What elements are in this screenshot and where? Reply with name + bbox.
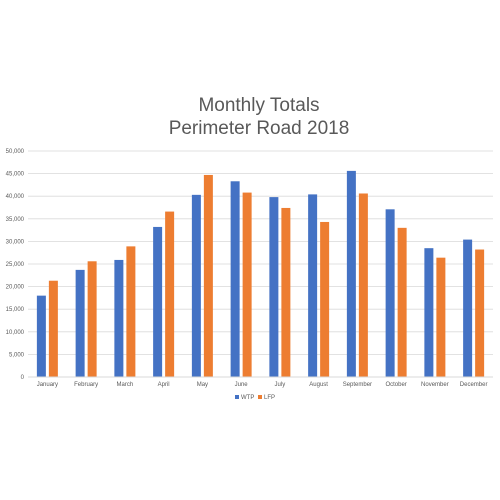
x-tick-label: January — [37, 382, 58, 388]
x-tick-label: March — [117, 382, 134, 388]
y-tick-label: 30,000 — [6, 239, 25, 245]
legend-label: WTP — [241, 395, 254, 401]
x-axis-ticks: January February March April May June July Augu… — [37, 382, 488, 388]
y-tick-label: 40,000 — [6, 194, 25, 200]
bar-wtp — [114, 259, 124, 377]
bar-lfp — [48, 280, 58, 377]
y-tick-label: 0 — [21, 375, 25, 381]
bar-wtp — [36, 295, 46, 377]
legend-swatch — [235, 395, 239, 399]
x-tick-label: May — [197, 382, 208, 388]
y-tick-label: 15,000 — [6, 307, 25, 313]
gridlines — [28, 150, 493, 355]
bar-lfp — [165, 211, 175, 377]
y-tick-label: 50,000 — [6, 149, 25, 155]
bar-lfp — [242, 192, 252, 377]
x-tick-label: August — [309, 382, 328, 388]
bar-lfp — [126, 246, 136, 377]
x-tick-label: September — [343, 382, 372, 388]
legend: WTP LFP — [235, 395, 275, 401]
x-tick-label: April — [158, 382, 170, 388]
x-tick-label: December — [460, 382, 488, 388]
y-tick-label: 5,000 — [9, 352, 25, 358]
y-axis-ticks: 0 5,000 10,000 15,000 20,000 25,000 30,000 35,0… — [6, 149, 25, 381]
bar-wtp — [346, 170, 356, 377]
y-tick-label: 25,000 — [6, 262, 25, 268]
bar-wtp — [308, 194, 318, 377]
bars — [36, 170, 485, 377]
bar-wtp — [230, 181, 240, 377]
bar-wtp — [424, 248, 434, 377]
bar-wtp — [191, 194, 201, 377]
bar-lfp — [281, 207, 291, 377]
x-tick-label: October — [385, 382, 406, 388]
legend-swatch — [258, 395, 262, 399]
y-tick-label: 45,000 — [6, 172, 25, 178]
x-tick-label: June — [235, 382, 249, 388]
bar-lfp — [358, 193, 368, 377]
bar-lfp — [475, 249, 485, 377]
bar-wtp — [269, 197, 279, 377]
bar-lfp — [397, 227, 407, 377]
bar-wtp — [385, 209, 395, 377]
y-tick-label: 20,000 — [6, 285, 25, 291]
x-tick-label: July — [275, 382, 286, 388]
bar-wtp — [463, 239, 473, 377]
bar-lfp — [87, 261, 97, 377]
bar-lfp — [436, 257, 446, 377]
chart-title: Monthly Totals — [198, 95, 319, 116]
x-tick-label: November — [421, 382, 449, 388]
bar-lfp — [320, 221, 330, 377]
legend-label: LFP — [264, 395, 275, 401]
x-tick-label: February — [74, 382, 98, 388]
chart-subtitle: Perimeter Road 2018 — [169, 118, 350, 139]
bar-wtp — [153, 226, 163, 377]
y-tick-label: 35,000 — [6, 217, 25, 223]
y-tick-label: 10,000 — [6, 330, 25, 336]
bar-lfp — [203, 174, 213, 377]
bar-wtp — [75, 269, 85, 377]
